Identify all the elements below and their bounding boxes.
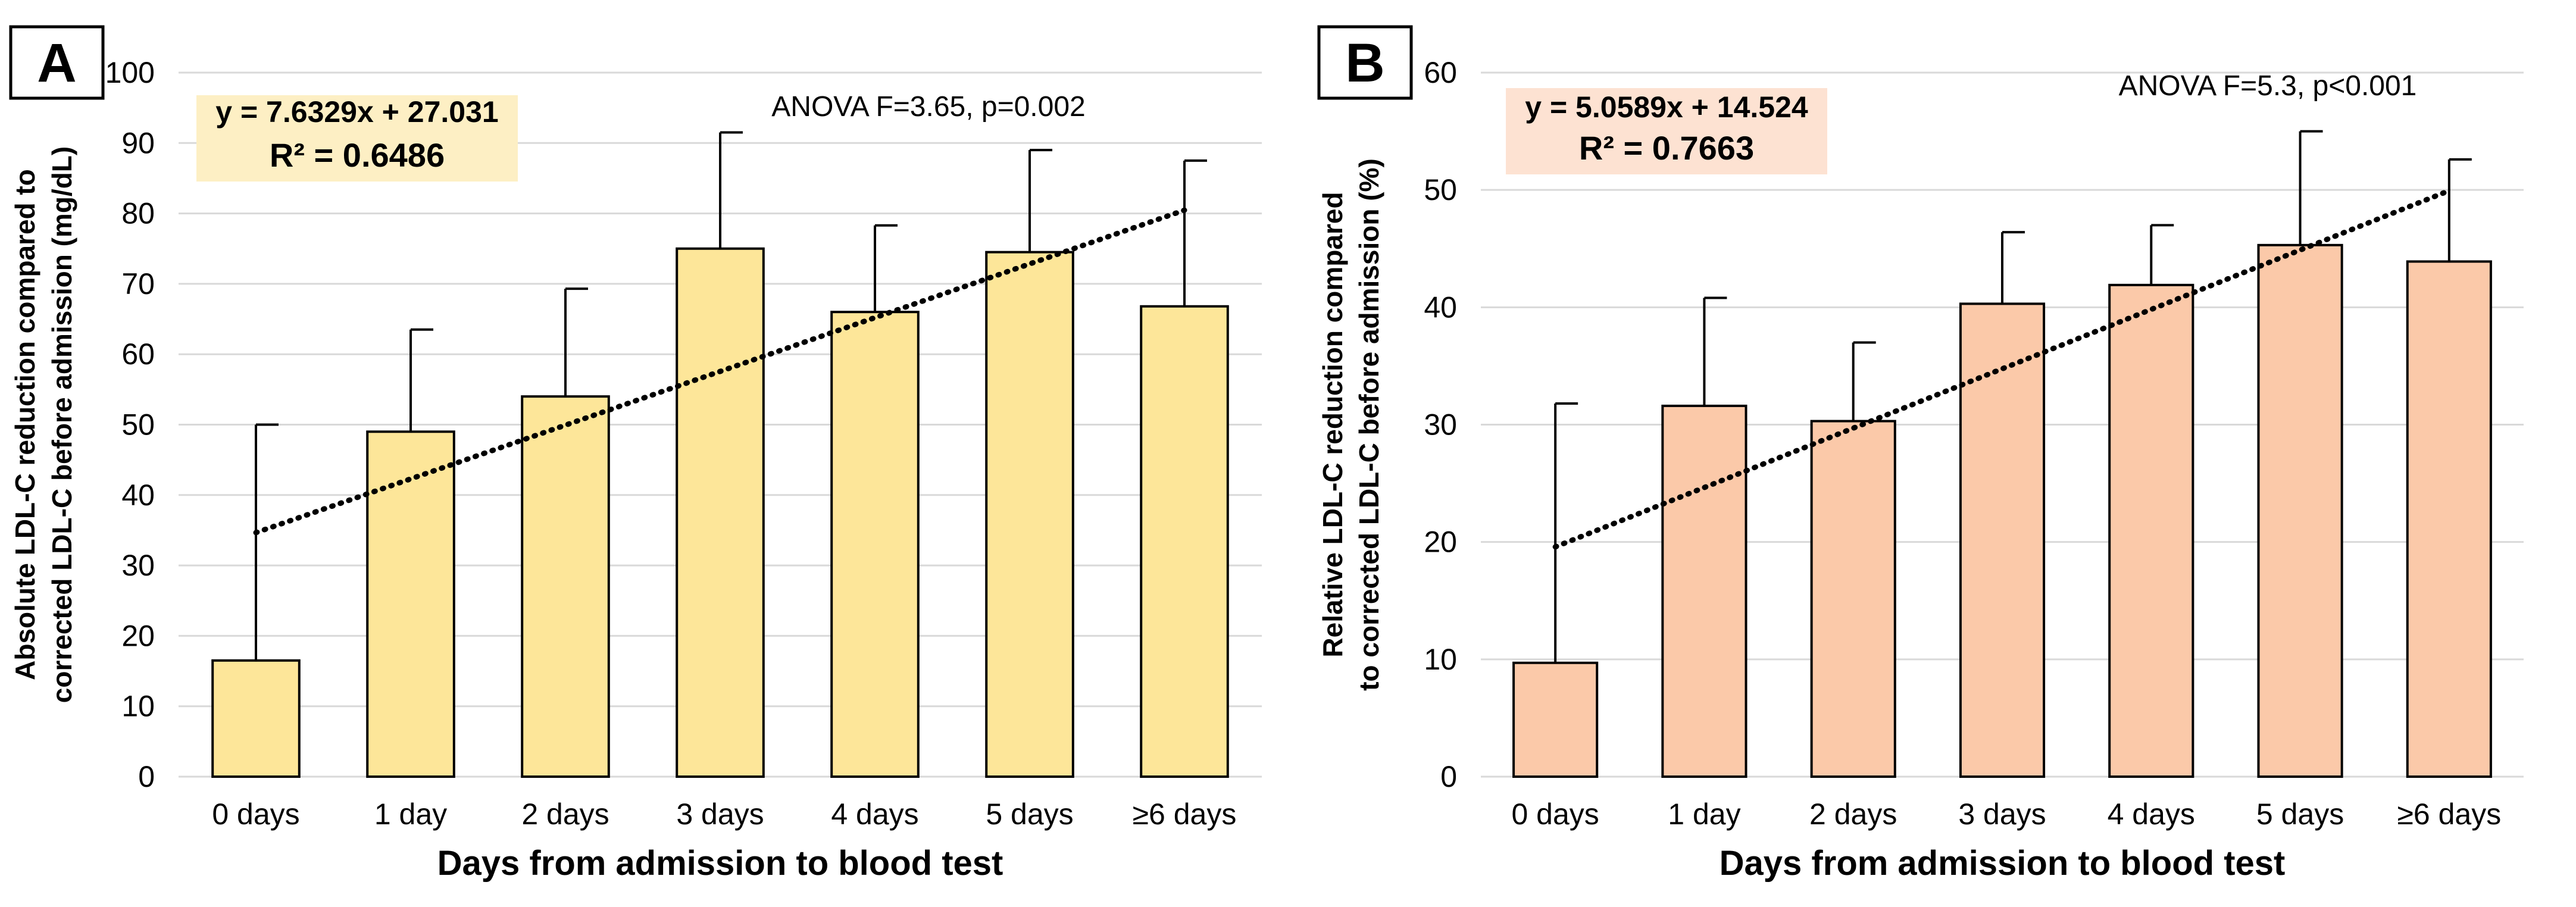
x-tick-label: 0 days (1511, 797, 1599, 831)
y-tick-label: 40 (1424, 290, 1457, 324)
bar (366, 430, 455, 778)
equation-box (196, 95, 518, 182)
y-axis-title-line2: to corrected LDL-C before admission (%) (1353, 158, 1384, 691)
error-bar (2001, 231, 2025, 304)
x-axis-title: Days from admission to blood test (1720, 844, 2286, 883)
error-bar (409, 328, 433, 432)
y-tick-label: 40 (121, 478, 155, 512)
y-tick-label: 30 (121, 549, 155, 582)
bar (211, 659, 301, 778)
x-tick-label: 4 days (2108, 797, 2195, 831)
x-tick-label: 1 day (374, 797, 447, 831)
error-bar (2150, 224, 2174, 285)
bar (676, 247, 765, 778)
x-tick-label: 4 days (831, 797, 918, 831)
bar (830, 311, 920, 778)
error-bar (2447, 158, 2472, 262)
y-tick-label: 50 (121, 408, 155, 442)
r-squared: R² = 0.6486 (270, 136, 445, 174)
equation-box (1506, 88, 1827, 174)
y-tick-label: 90 (121, 126, 155, 159)
y-tick-label: 20 (121, 619, 155, 652)
y-tick-label: 20 (1424, 526, 1457, 559)
trendline (1552, 187, 2452, 550)
panel-letter-box (9, 25, 105, 100)
anova-annotation: ANOVA F=3.65, p=0.002 (771, 91, 1085, 123)
bar (2108, 283, 2194, 778)
x-tick-label: 2 days (1809, 797, 1897, 831)
error-bar (1852, 341, 1876, 421)
y-tick-label: 80 (121, 197, 155, 230)
y-tick-label: 0 (138, 760, 155, 793)
bar (985, 251, 1074, 778)
x-tick-label: 5 days (2256, 797, 2344, 831)
y-axis-title-line2: corrected LDL-C before admission (mg/dL) (46, 146, 77, 703)
error-bar (255, 423, 279, 661)
bar (1810, 420, 1896, 778)
bar (1661, 404, 1747, 778)
panel-letter: B (1345, 33, 1384, 93)
error-bar (1183, 159, 1207, 306)
y-tick-label: 0 (1440, 760, 1457, 793)
x-tick-label: 3 days (1958, 797, 2046, 831)
x-tick-label: 1 day (1668, 797, 1740, 831)
error-bar (1554, 402, 1578, 663)
error-bar (1028, 149, 1052, 252)
x-axis-title: Days from admission to blood test (437, 844, 1003, 883)
error-bar (2299, 130, 2323, 245)
y-tick-label: 50 (1424, 173, 1457, 207)
y-tick-label: 70 (121, 267, 155, 301)
error-bar (564, 287, 588, 397)
bar (1140, 305, 1229, 778)
y-tick-label: 60 (121, 337, 155, 371)
y-tick-label: 10 (1424, 643, 1457, 676)
error-bar (874, 224, 898, 312)
y-tick-label: 100 (105, 56, 155, 89)
x-tick-label: 2 days (521, 797, 609, 831)
y-axis-title-line1: Relative LDL-C reduction compared (1317, 192, 1348, 657)
panel-letter-box (1317, 25, 1413, 100)
y-tick-label: 60 (1424, 56, 1457, 89)
trend-equation: y = 7.6329x + 27.031 (215, 95, 498, 129)
bar (521, 395, 610, 778)
panel-letter: A (37, 33, 76, 93)
error-bar (1703, 296, 1727, 406)
x-tick-label: 3 days (676, 797, 764, 831)
panel-b: 0 10 20 30 40 50 60 0 days 1 day 2 days 3 days 4 da… (1317, 25, 2524, 883)
trendline (253, 207, 1187, 536)
y-tick-label: 10 (121, 690, 155, 723)
x-tick-label: 0 days (212, 797, 299, 831)
trend-equation: y = 5.0589x + 14.524 (1525, 90, 1808, 124)
y-axis-title-line1: Absolute LDL-C reduction compared to (10, 169, 40, 680)
panel-a: 0 10 20 30 40 50 60 70 80 90 100 0 days 1 day 2 days 3… (9, 25, 1262, 883)
r-squared: R² = 0.7663 (1579, 129, 1754, 167)
bar (1512, 661, 1599, 778)
bar (2257, 243, 2343, 778)
y-tick-label: 30 (1424, 408, 1457, 442)
x-tick-label: 5 days (986, 797, 1073, 831)
anova-annotation: ANOVA F=5.3, p<0.001 (2119, 70, 2417, 102)
x-tick-label: ≥6 days (1133, 797, 1237, 831)
bar (1959, 302, 2046, 778)
error-bar (719, 131, 743, 249)
x-tick-label: ≥6 days (2397, 797, 2501, 831)
bar (2406, 260, 2492, 778)
